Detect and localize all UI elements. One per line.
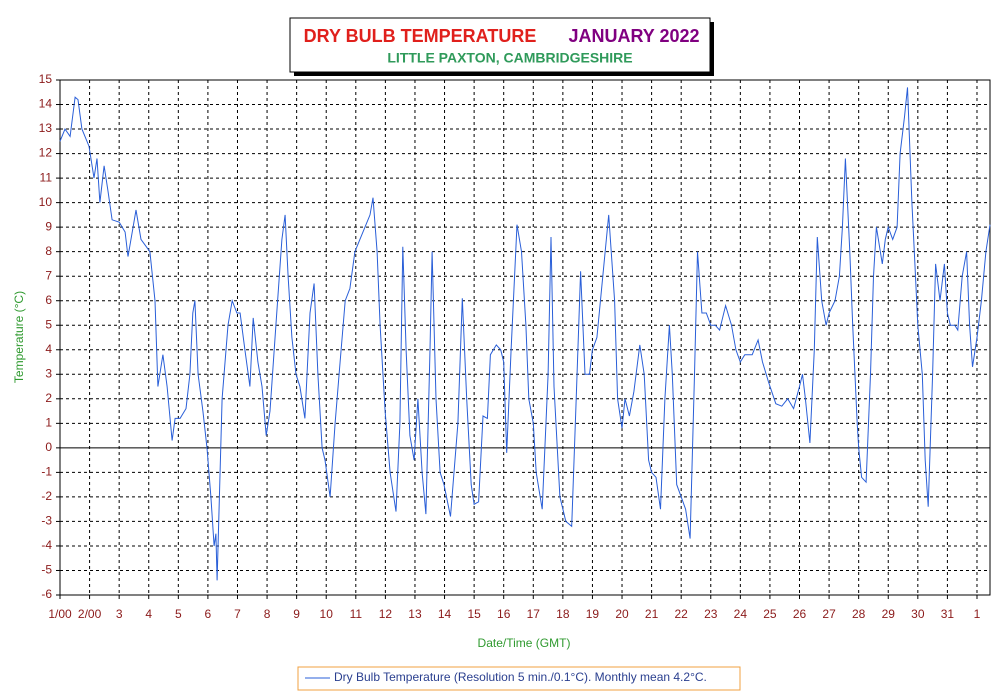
chart-title: DRY BULB TEMPERATURE xyxy=(304,26,537,46)
x-tick-label: 20 xyxy=(615,607,629,621)
x-tick-label: 1/00 xyxy=(48,607,72,621)
x-tick-label: 17 xyxy=(527,607,541,621)
y-tick-label: 11 xyxy=(40,170,53,184)
x-tick-label: 22 xyxy=(675,607,689,621)
y-tick-label: -1 xyxy=(41,465,52,479)
x-tick-label: 12 xyxy=(379,607,393,621)
y-tick-label: 12 xyxy=(39,146,53,160)
y-tick-label: 4 xyxy=(45,342,52,356)
x-tick-label: 19 xyxy=(586,607,600,621)
plot-frame xyxy=(59,79,991,596)
x-tick-label: 4 xyxy=(145,607,152,621)
x-tick-label: 27 xyxy=(822,607,836,621)
x-tick-label: 15 xyxy=(467,607,481,621)
title-box xyxy=(289,17,711,73)
y-tick-label: 15 xyxy=(39,72,53,86)
x-tick-label: 29 xyxy=(882,607,896,621)
y-tick-label: 10 xyxy=(39,195,53,209)
temperature-line xyxy=(59,87,991,581)
x-tick-label: 8 xyxy=(264,607,271,621)
x-tick-label: 23 xyxy=(704,607,718,621)
x-tick-label: 11 xyxy=(350,607,363,621)
x-tick-label: 25 xyxy=(763,607,777,621)
y-tick-label: 1 xyxy=(45,416,52,430)
x-tick-label: 28 xyxy=(852,607,866,621)
y-tick-label: 13 xyxy=(39,121,53,135)
y-tick-label: -2 xyxy=(41,489,52,503)
y-tick-label: 14 xyxy=(39,97,53,111)
legend-box xyxy=(297,666,741,691)
x-tick-label: 24 xyxy=(734,607,748,621)
x-tick-label: 21 xyxy=(645,607,659,621)
x-tick-label: 5 xyxy=(175,607,182,621)
y-axis-label: Temperature (°C) xyxy=(12,291,26,383)
x-tick-label: 7 xyxy=(234,607,241,621)
x-tick-label: 10 xyxy=(320,607,334,621)
y-tick-label: 9 xyxy=(45,219,52,233)
y-tick-label: 6 xyxy=(45,293,52,307)
chart-title-period: JANUARY 2022 xyxy=(568,26,699,46)
y-tick-label: 0 xyxy=(45,440,52,454)
x-tick-label: 2/00 xyxy=(78,607,102,621)
y-tick-label: -5 xyxy=(41,563,52,577)
x-tick-label: 30 xyxy=(911,607,925,621)
x-tick-label: 14 xyxy=(438,607,452,621)
x-tick-label: 13 xyxy=(408,607,422,621)
x-tick-label: 16 xyxy=(497,607,511,621)
x-tick-label: 26 xyxy=(793,607,807,621)
x-tick-label: 9 xyxy=(293,607,300,621)
x-tick-label: 31 xyxy=(941,607,955,621)
x-tick-label: 6 xyxy=(205,607,212,621)
y-tick-label: 5 xyxy=(45,317,52,331)
x-tick-label: 1 xyxy=(974,607,981,621)
y-tick-label: 8 xyxy=(45,244,52,258)
x-tick-label: 3 xyxy=(116,607,123,621)
y-tick-label: -6 xyxy=(41,587,52,601)
x-axis-label: Date/Time (GMT) xyxy=(478,636,571,650)
legend-label: Dry Bulb Temperature (Resolution 5 min./… xyxy=(334,670,707,684)
y-tick-label: 2 xyxy=(45,391,52,405)
y-tick-label: -4 xyxy=(41,538,52,552)
y-tick-label: 7 xyxy=(45,268,52,282)
y-tick-label: 3 xyxy=(45,366,52,380)
y-tick-label: -3 xyxy=(41,514,52,528)
chart-subtitle: LITTLE PAXTON, CAMBRIDGESHIRE xyxy=(387,50,632,66)
x-tick-label: 18 xyxy=(556,607,570,621)
